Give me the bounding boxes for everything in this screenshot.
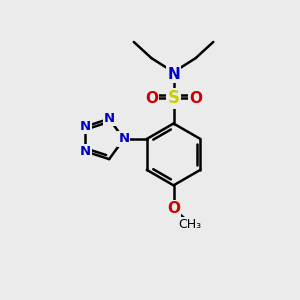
Text: N: N bbox=[80, 120, 91, 133]
Text: N: N bbox=[118, 133, 129, 146]
Text: O: O bbox=[167, 201, 180, 216]
Text: CH₃: CH₃ bbox=[178, 218, 201, 231]
Text: O: O bbox=[145, 91, 158, 106]
Text: N: N bbox=[167, 67, 180, 82]
Text: N: N bbox=[103, 112, 115, 125]
Text: N: N bbox=[80, 145, 91, 158]
Text: O: O bbox=[189, 91, 202, 106]
Text: S: S bbox=[168, 89, 180, 107]
